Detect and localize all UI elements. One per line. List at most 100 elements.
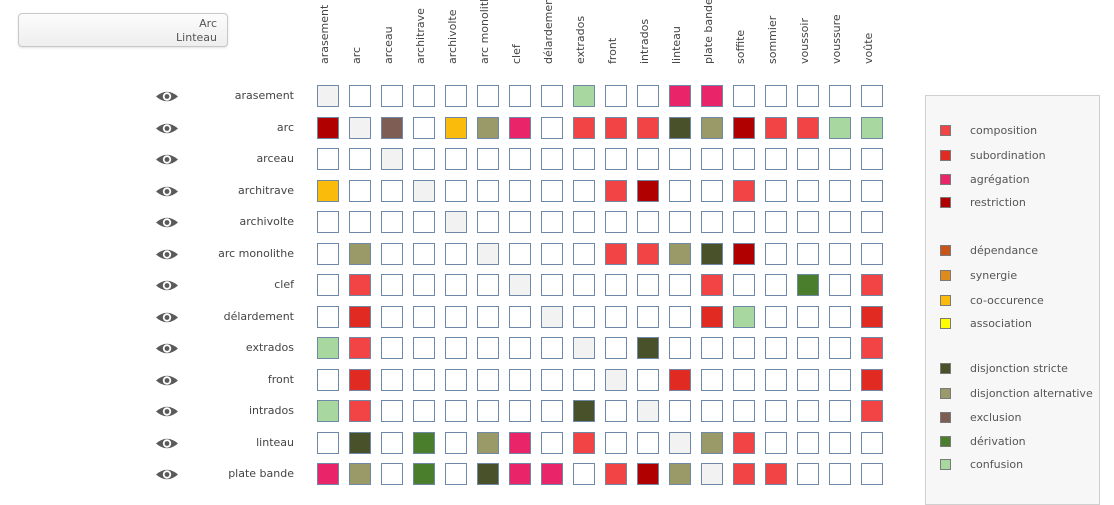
matrix-cell[interactable] [573,337,595,359]
matrix-cell[interactable] [477,179,499,202]
matrix-cell[interactable] [733,337,755,359]
matrix-cell[interactable] [317,368,339,391]
matrix-cell[interactable] [573,400,595,422]
matrix-cell[interactable] [669,431,691,454]
matrix-cell[interactable] [413,400,435,422]
eye-icon[interactable] [155,152,179,167]
matrix-cell[interactable] [413,274,435,296]
matrix-cell[interactable] [445,211,467,233]
matrix-cell[interactable] [765,368,787,391]
matrix-cell[interactable] [413,179,435,202]
matrix-cell[interactable] [669,400,691,422]
matrix-cell[interactable] [445,400,467,422]
eye-icon[interactable] [155,373,179,388]
matrix-cell[interactable] [829,368,851,391]
matrix-cell[interactable] [445,85,467,107]
concept-selector[interactable]: Arc Linteau [18,13,228,47]
matrix-cell[interactable] [861,368,883,391]
matrix-cell[interactable] [317,148,339,170]
matrix-cell[interactable] [669,179,691,202]
matrix-cell[interactable] [541,274,563,296]
matrix-cell[interactable] [541,431,563,454]
matrix-cell[interactable] [797,368,819,391]
matrix-cell[interactable] [413,337,435,359]
matrix-cell[interactable] [733,148,755,170]
eye-icon[interactable] [155,184,179,199]
matrix-cell[interactable] [669,274,691,296]
eye-icon[interactable] [155,89,179,104]
matrix-cell[interactable] [637,337,659,359]
matrix-cell[interactable] [445,431,467,454]
matrix-cell[interactable] [317,463,339,485]
matrix-cell[interactable] [765,400,787,422]
matrix-cell[interactable] [509,211,531,233]
matrix-cell[interactable] [765,463,787,485]
matrix-cell[interactable] [445,274,467,296]
matrix-cell[interactable] [381,179,403,202]
matrix-cell[interactable] [605,242,627,265]
matrix-cell[interactable] [733,211,755,233]
matrix-cell[interactable] [541,211,563,233]
matrix-cell[interactable] [829,274,851,296]
eye-icon[interactable] [155,341,179,356]
matrix-cell[interactable] [317,337,339,359]
matrix-cell[interactable] [349,179,371,202]
matrix-cell[interactable] [573,368,595,391]
matrix-cell[interactable] [317,116,339,139]
matrix-cell[interactable] [541,368,563,391]
matrix-cell[interactable] [797,463,819,485]
matrix-cell[interactable] [765,211,787,233]
matrix-cell[interactable] [381,400,403,422]
matrix-cell[interactable] [829,179,851,202]
matrix-cell[interactable] [637,116,659,139]
matrix-cell[interactable] [701,85,723,107]
matrix-cell[interactable] [317,242,339,265]
matrix-cell[interactable] [765,305,787,328]
matrix-cell[interactable] [541,242,563,265]
matrix-cell[interactable] [349,305,371,328]
matrix-cell[interactable] [349,211,371,233]
matrix-cell[interactable] [861,179,883,202]
matrix-cell[interactable] [861,463,883,485]
matrix-cell[interactable] [509,179,531,202]
matrix-cell[interactable] [509,337,531,359]
matrix-cell[interactable] [605,148,627,170]
matrix-cell[interactable] [573,116,595,139]
matrix-cell[interactable] [413,85,435,107]
matrix-cell[interactable] [477,368,499,391]
matrix-cell[interactable] [413,148,435,170]
matrix-cell[interactable] [861,85,883,107]
matrix-cell[interactable] [349,368,371,391]
matrix-cell[interactable] [509,463,531,485]
matrix-cell[interactable] [733,179,755,202]
matrix-cell[interactable] [317,211,339,233]
matrix-cell[interactable] [573,179,595,202]
matrix-cell[interactable] [797,274,819,296]
matrix-cell[interactable] [573,463,595,485]
matrix-cell[interactable] [605,463,627,485]
eye-icon[interactable] [155,215,179,230]
matrix-cell[interactable] [445,337,467,359]
matrix-cell[interactable] [797,179,819,202]
matrix-cell[interactable] [477,463,499,485]
matrix-cell[interactable] [669,305,691,328]
matrix-cell[interactable] [701,148,723,170]
matrix-cell[interactable] [637,274,659,296]
matrix-cell[interactable] [541,463,563,485]
matrix-cell[interactable] [605,116,627,139]
matrix-cell[interactable] [605,337,627,359]
matrix-cell[interactable] [637,431,659,454]
matrix-cell[interactable] [701,242,723,265]
matrix-cell[interactable] [669,368,691,391]
matrix-cell[interactable] [413,116,435,139]
matrix-cell[interactable] [797,337,819,359]
matrix-cell[interactable] [701,211,723,233]
matrix-cell[interactable] [477,337,499,359]
matrix-cell[interactable] [829,431,851,454]
matrix-cell[interactable] [669,211,691,233]
matrix-cell[interactable] [509,400,531,422]
matrix-cell[interactable] [701,274,723,296]
eye-icon[interactable] [155,436,179,451]
matrix-cell[interactable] [733,274,755,296]
matrix-cell[interactable] [541,179,563,202]
